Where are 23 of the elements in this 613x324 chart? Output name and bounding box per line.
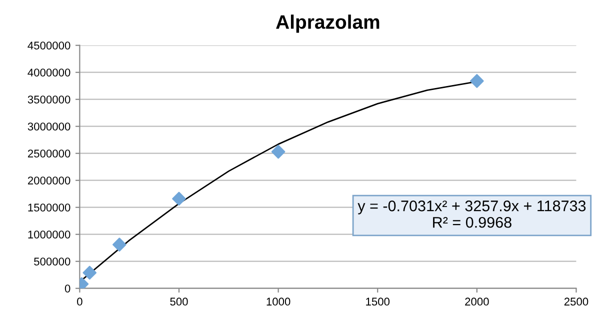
y-tick-label: 4500000 — [28, 42, 70, 50]
point — [271, 144, 286, 159]
x-tick-label: 1500 — [366, 298, 390, 306]
y-tick-label: 4000000 — [28, 68, 70, 76]
point — [82, 266, 97, 280]
annotation: y = -0.7031x² + 3257.9x + 118733 R² = 0.9968 — [358, 200, 586, 228]
y-tick-label: 1000000 — [28, 230, 70, 238]
y-tick-label: 3000000 — [28, 122, 70, 130]
y-tick-label: 2500000 — [28, 150, 70, 158]
chart-title: Alprazolam — [276, 14, 380, 33]
y-tick-label: 1500000 — [28, 204, 70, 212]
y-tick-label: 3500000 — [28, 96, 70, 104]
y-tick-label: 500000 — [34, 258, 70, 266]
y-tick-label: 0 — [64, 284, 70, 292]
x-tick-label: 2500 — [564, 298, 588, 306]
x-tick-label: 0 — [77, 298, 82, 306]
x-tick-label: 2000 — [465, 298, 489, 306]
point — [172, 192, 186, 206]
point — [470, 74, 484, 88]
x-tick-label: 1000 — [266, 298, 290, 306]
x-tick-label: 500 — [170, 298, 188, 306]
point — [112, 238, 126, 252]
y-tick-label: 2000000 — [28, 176, 70, 184]
